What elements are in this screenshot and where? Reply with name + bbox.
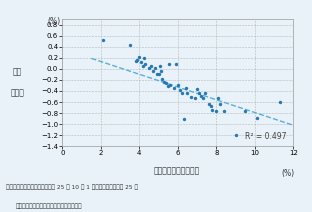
Point (222, 110, 227, 113)
Point (152, 67, 157, 70)
Point (179, 92, 184, 95)
Text: 人口: 人口 (12, 68, 22, 77)
Point (277, 100, 282, 104)
Point (137, 56, 142, 59)
Point (218, 102, 223, 105)
Point (139, 60, 144, 64)
Point (177, 89, 182, 92)
Point (164, 82, 169, 85)
Point (202, 91, 207, 94)
Point (168, 84, 173, 87)
Point (162, 80, 167, 84)
Point (172, 86, 177, 90)
Point (206, 102, 211, 105)
Point (160, 78, 165, 81)
Point (135, 58, 140, 62)
Point (193, 96, 198, 100)
Point (243, 110, 248, 113)
Text: (%): (%) (282, 169, 295, 177)
Point (216, 96, 221, 100)
Point (127, 43, 132, 47)
Point (214, 110, 219, 113)
Point (189, 95, 194, 98)
Point (154, 72, 159, 75)
Point (173, 62, 178, 66)
Point (183, 86, 188, 90)
Point (254, 116, 259, 119)
Point (233, 134, 238, 137)
Point (210, 109, 215, 112)
Text: その他の住宅空き家率: その他の住宅空き家率 (153, 166, 199, 175)
Point (181, 117, 186, 120)
Point (156, 72, 161, 75)
Point (198, 94, 203, 98)
Text: R² = 0.497: R² = 0.497 (245, 132, 286, 141)
Text: 住宅・土地統計調査」より国土交通省作成: 住宅・土地統計調査」より国土交通省作成 (16, 204, 82, 209)
Point (157, 64, 162, 68)
Point (143, 63, 148, 66)
Point (149, 64, 154, 68)
Point (200, 96, 205, 99)
Point (133, 59, 138, 63)
Point (195, 88, 200, 91)
Text: 増減率: 増減率 (10, 89, 24, 98)
Point (158, 69, 163, 73)
Point (146, 67, 151, 70)
Point (197, 92, 202, 95)
Point (175, 83, 180, 86)
Point (166, 84, 171, 88)
Point (150, 69, 155, 73)
Point (167, 63, 172, 66)
Point (141, 64, 146, 67)
Point (185, 92, 190, 95)
Text: (%): (%) (48, 17, 61, 26)
Text: 資料）総務省「人口推計（平成 25 年 10 月 1 日現在）」、「平成 25 年: 資料）総務省「人口推計（平成 25 年 10 月 1 日現在）」、「平成 25 … (6, 184, 138, 190)
Point (100, 38, 105, 42)
Point (208, 104, 213, 108)
Point (142, 56, 147, 60)
